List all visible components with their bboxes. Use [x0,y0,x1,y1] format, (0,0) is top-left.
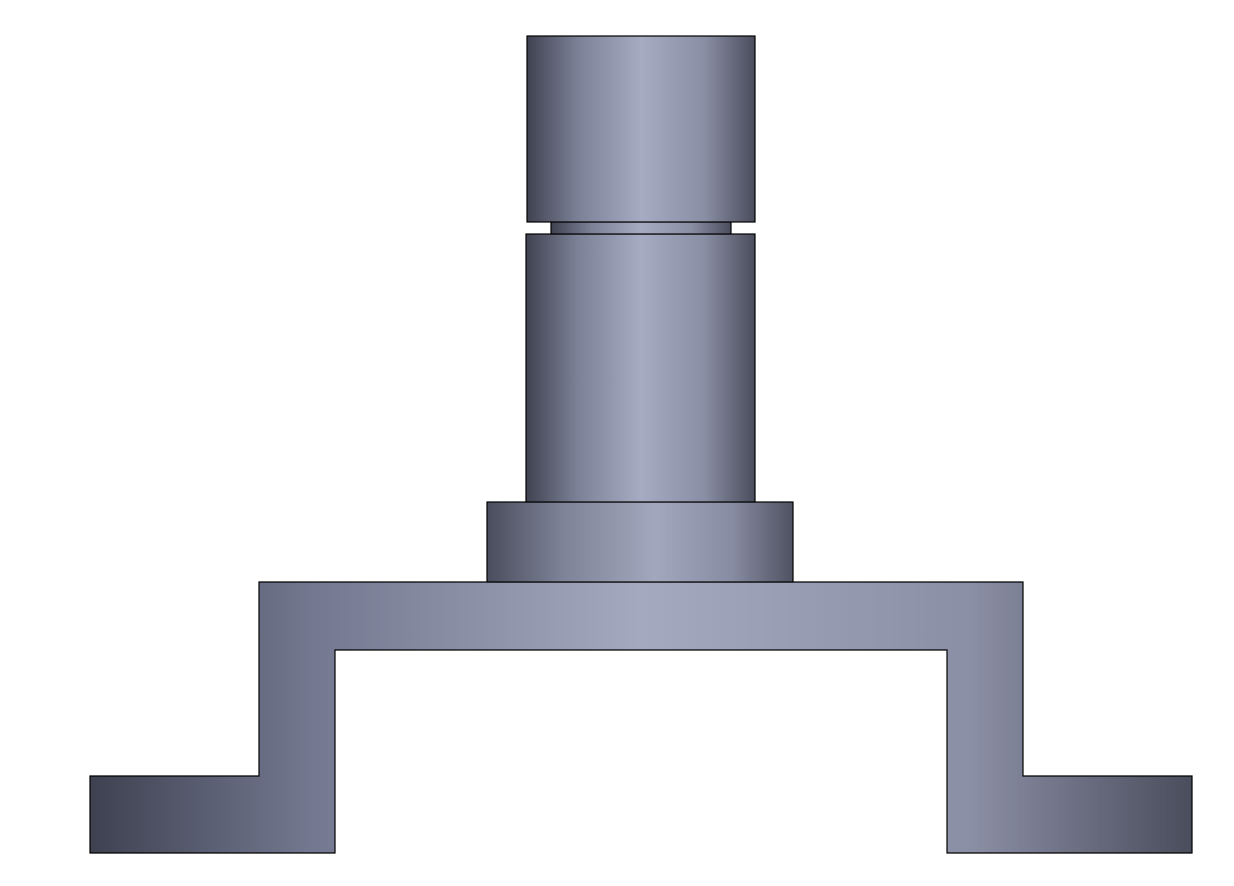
main-shaft-cylinder [525,233,756,503]
neck-groove [550,221,732,235]
top-cap-cylinder [526,35,756,223]
collar-ring [486,501,794,583]
hat-bracket-flange [89,581,1193,854]
